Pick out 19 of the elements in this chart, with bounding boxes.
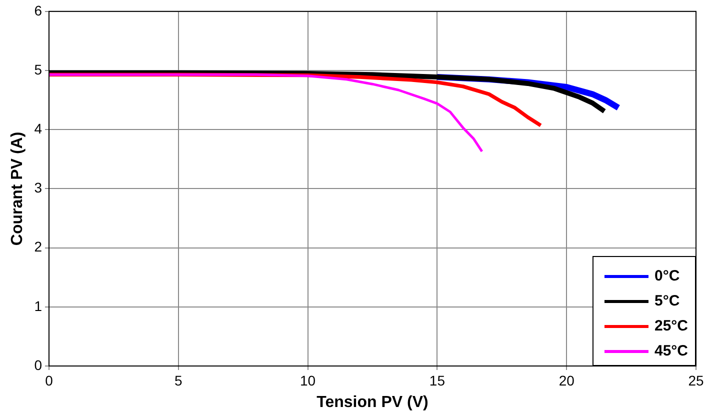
x-tick-label: 5 — [174, 372, 182, 388]
y-tick-label: 1 — [34, 298, 42, 314]
x-tick-label: 15 — [429, 372, 446, 388]
x-tick-label: 25 — [688, 372, 704, 388]
y-tick-label: 6 — [34, 2, 42, 18]
x-tick-label: 20 — [558, 372, 575, 388]
y-tick-label: 0 — [34, 356, 42, 373]
legend-label: 5°C — [654, 292, 680, 310]
y-tick-label: 5 — [34, 61, 42, 78]
y-tick-label: 4 — [34, 120, 42, 136]
x-axis-title: Tension PV (V) — [316, 394, 428, 411]
x-tick-label: 0 — [45, 372, 54, 388]
legend-label: 45°C — [654, 342, 688, 360]
y-axis-title: Courant PV (A) — [9, 132, 26, 246]
y-tick-label: 2 — [34, 238, 42, 255]
x-tick-label: 10 — [300, 372, 316, 388]
legend-label: 25°C — [654, 318, 688, 335]
y-tick-label: 3 — [34, 180, 42, 196]
legend-label: 0°C — [654, 268, 680, 285]
